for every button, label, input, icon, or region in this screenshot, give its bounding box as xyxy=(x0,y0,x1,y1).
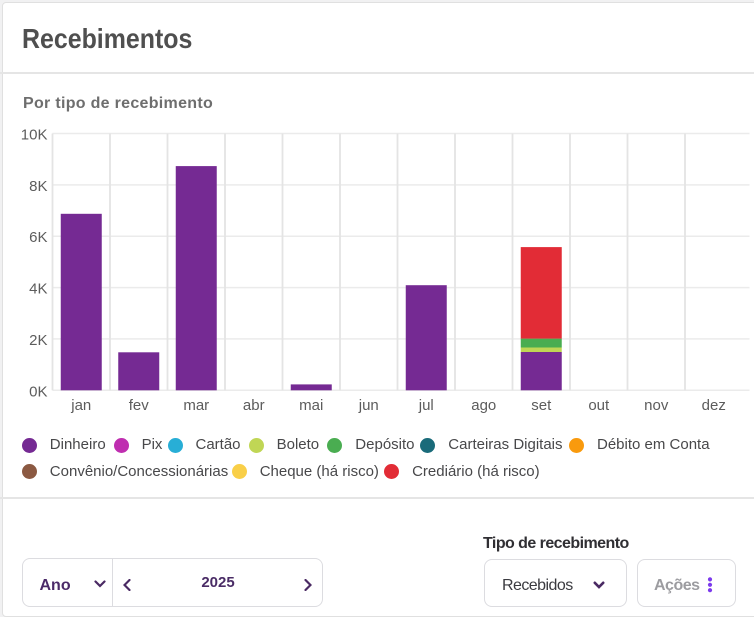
svg-text:set: set xyxy=(531,397,552,414)
svg-text:jan: jan xyxy=(70,397,91,414)
svg-text:4K: 4K xyxy=(29,281,47,298)
svg-text:jul: jul xyxy=(418,397,434,414)
svg-text:out: out xyxy=(588,397,610,414)
svg-text:10K: 10K xyxy=(21,127,48,144)
svg-text:0K: 0K xyxy=(29,383,47,400)
svg-text:6K: 6K xyxy=(29,229,47,246)
svg-text:abr: abr xyxy=(243,397,265,414)
svg-text:dez: dez xyxy=(702,397,726,414)
svg-text:nov: nov xyxy=(644,397,669,414)
svg-text:jun: jun xyxy=(358,397,379,414)
svg-text:mar: mar xyxy=(183,397,209,414)
svg-text:fev: fev xyxy=(129,397,150,414)
svg-text:8K: 8K xyxy=(29,178,47,195)
svg-text:2K: 2K xyxy=(29,332,47,349)
svg-text:ago: ago xyxy=(471,397,496,414)
svg-text:mai: mai xyxy=(299,397,323,414)
